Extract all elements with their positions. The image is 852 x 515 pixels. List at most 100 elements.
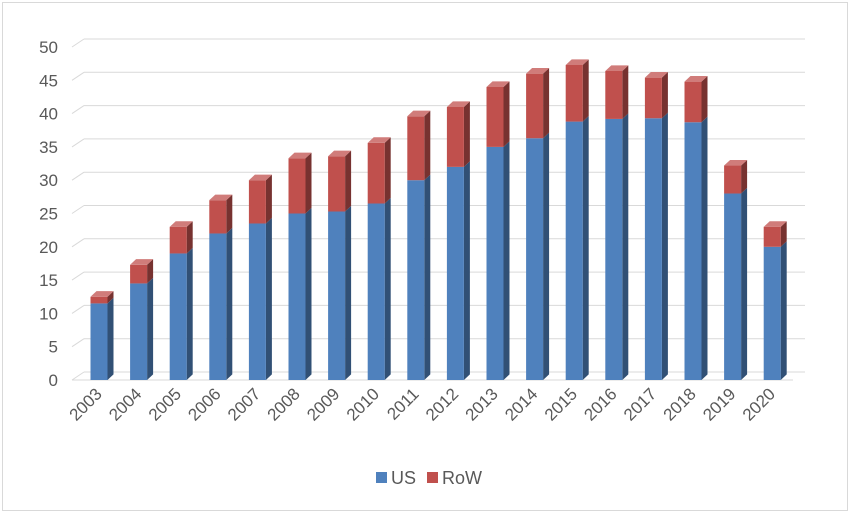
bar-side — [582, 59, 589, 122]
y-tick-label: 50 — [39, 38, 58, 57]
bar-row-2003 — [90, 291, 114, 304]
bar-top — [90, 291, 114, 297]
bar-us-2012 — [446, 161, 470, 380]
bar-front — [486, 86, 504, 147]
bar-top — [209, 194, 233, 201]
bar-us-2016 — [605, 113, 629, 380]
bar-front — [684, 122, 702, 381]
bar-front — [90, 296, 108, 304]
x-tick-label: 2017 — [620, 384, 660, 424]
bar-front — [526, 138, 544, 380]
bar-side — [701, 76, 708, 123]
bar-side — [543, 68, 550, 139]
bar-row-2008 — [288, 152, 312, 214]
bar-top — [486, 81, 510, 87]
bar-row-2017 — [644, 72, 668, 119]
x-tick-label: 2008 — [264, 384, 304, 424]
bar-front — [130, 264, 148, 284]
y-tick-label: 15 — [39, 271, 58, 290]
y-tick-label: 5 — [49, 338, 58, 357]
bar-top — [763, 221, 787, 227]
x-tick-label: 2010 — [343, 384, 383, 424]
bar-row-2010 — [367, 137, 391, 204]
bar-front — [248, 180, 266, 224]
bar-us-2004 — [130, 277, 154, 380]
bar-row-2011 — [407, 110, 431, 181]
bar-us-2018 — [684, 116, 708, 381]
bar-us-2017 — [644, 112, 668, 381]
x-tick-label: 2012 — [422, 384, 462, 424]
bar-front — [644, 77, 662, 119]
bar-side — [503, 81, 510, 147]
bar-row-2009 — [328, 150, 352, 212]
y-tick-label: 30 — [39, 171, 58, 190]
x-tick-label: 2015 — [541, 384, 581, 424]
bar-side — [424, 174, 431, 380]
x-tick-label: 2009 — [303, 384, 343, 424]
bar-top — [367, 137, 391, 143]
bar-side — [661, 72, 668, 119]
bar-top — [605, 65, 629, 71]
y-axis-tick-labels: 0 5 10 15 20 25 30 35 40 45 50 — [39, 38, 58, 390]
bar-side — [345, 150, 352, 212]
bar-side — [186, 247, 193, 380]
legend: US RoW — [376, 468, 482, 488]
bar-row-2013 — [486, 81, 510, 147]
bar-side — [147, 277, 154, 380]
bar-front — [446, 166, 464, 380]
bar-top — [724, 159, 748, 166]
bar-top — [526, 68, 550, 74]
bar-front — [90, 303, 108, 380]
bar-front — [565, 64, 583, 122]
gridline-diagonal — [71, 205, 85, 214]
bar-row-2006 — [209, 194, 233, 234]
bar-side — [147, 259, 154, 284]
bar-us-2014 — [526, 132, 550, 380]
bar-side — [226, 227, 233, 380]
bar-row-2018 — [684, 76, 708, 123]
bar-row-2012 — [446, 101, 470, 167]
legend-item-us: US — [376, 468, 416, 488]
bar-front — [209, 233, 227, 380]
bar-front — [526, 73, 544, 139]
bar-front — [328, 156, 346, 212]
x-tick-label: 2003 — [66, 384, 106, 424]
legend-swatch — [427, 472, 438, 483]
bar-side — [345, 205, 352, 380]
bar-top — [130, 259, 154, 265]
x-axis-tick-labels: 2003 2004 2005 2006 2007 2008 2009 2010 2011 2012… — [66, 384, 779, 424]
x-tick-label: 2019 — [699, 384, 739, 424]
x-tick-label: 2004 — [105, 384, 145, 424]
y-tick-label: 35 — [39, 138, 58, 157]
bar-front — [644, 118, 662, 381]
y-tick-label: 40 — [39, 105, 58, 124]
x-tick-label: 2018 — [660, 384, 700, 424]
x-tick-label: 2011 — [383, 384, 422, 423]
bar-front — [605, 70, 623, 119]
gridline-diagonal — [71, 38, 85, 48]
bar-row-2005 — [169, 221, 193, 254]
x-tick-label: 2016 — [580, 384, 620, 424]
bar-side — [463, 161, 470, 380]
bar-top — [446, 101, 470, 107]
bar-us-2006 — [209, 227, 233, 380]
gridline-diagonal — [71, 371, 85, 381]
bar-side — [265, 217, 272, 380]
bar-side — [463, 101, 470, 167]
bar-side — [226, 194, 233, 234]
bars — [90, 59, 787, 381]
x-tick-label: 2014 — [501, 384, 541, 424]
y-tick-label: 20 — [39, 238, 58, 257]
gridline-diagonal — [71, 105, 85, 115]
bar-front — [169, 226, 187, 254]
gridline-diagonal — [71, 71, 85, 81]
bar-front — [724, 165, 742, 194]
bar-top — [407, 110, 431, 117]
bar-front — [130, 283, 148, 380]
bar-side — [107, 291, 114, 304]
gridline-diagonal — [71, 238, 85, 248]
x-tick-label: 2005 — [145, 384, 185, 424]
bar-top — [644, 72, 668, 78]
bar-row-2016 — [605, 65, 629, 119]
bar-side — [107, 297, 114, 380]
